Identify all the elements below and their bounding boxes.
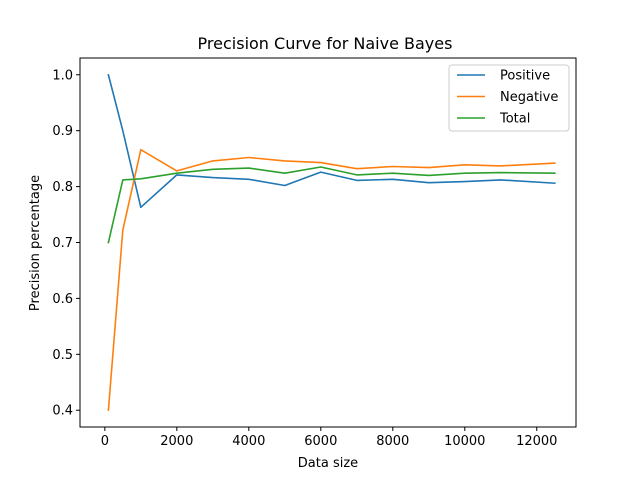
y-axis: 0.4 0.5 0.6 0.7 0.8 0.9 1.0 — [52, 68, 80, 419]
series-layer — [107, 73, 556, 412]
chart-title: Precision Curve for Naive Bayes — [198, 34, 453, 53]
y-tick-label: 0.4 — [52, 404, 73, 419]
x-axis: 0 2000 4000 6000 8000 10000 12000 — [101, 427, 557, 449]
x-tick-label: 10000 — [444, 434, 485, 449]
x-tick-label: 12000 — [516, 434, 557, 449]
y-axis-label: Precision percentage — [28, 175, 43, 311]
x-tick-label: 4000 — [232, 434, 265, 449]
y-tick-label: 0.8 — [52, 180, 73, 195]
series-line-total — [107, 166, 556, 244]
y-tick-label: 0.6 — [52, 292, 73, 307]
x-tick-label: 8000 — [376, 434, 409, 449]
x-tick-label: 6000 — [304, 434, 337, 449]
series-line-positive — [107, 73, 556, 209]
y-tick-label: 0.9 — [52, 124, 73, 139]
series-line-negative — [107, 148, 556, 412]
legend-label-negative: Negative — [500, 90, 558, 105]
y-tick-label: 0.7 — [52, 236, 73, 251]
x-axis-label: Data size — [298, 456, 358, 471]
y-tick-label: 0.5 — [52, 348, 73, 363]
y-tick-label: 1.0 — [52, 68, 73, 83]
x-tick-label: 2000 — [160, 434, 193, 449]
legend-label-total: Total — [499, 112, 530, 127]
legend-label-positive: Positive — [500, 69, 550, 84]
legend: Positive Negative Total — [448, 64, 570, 132]
x-tick-label: 0 — [101, 434, 109, 449]
legend-box — [448, 64, 570, 132]
